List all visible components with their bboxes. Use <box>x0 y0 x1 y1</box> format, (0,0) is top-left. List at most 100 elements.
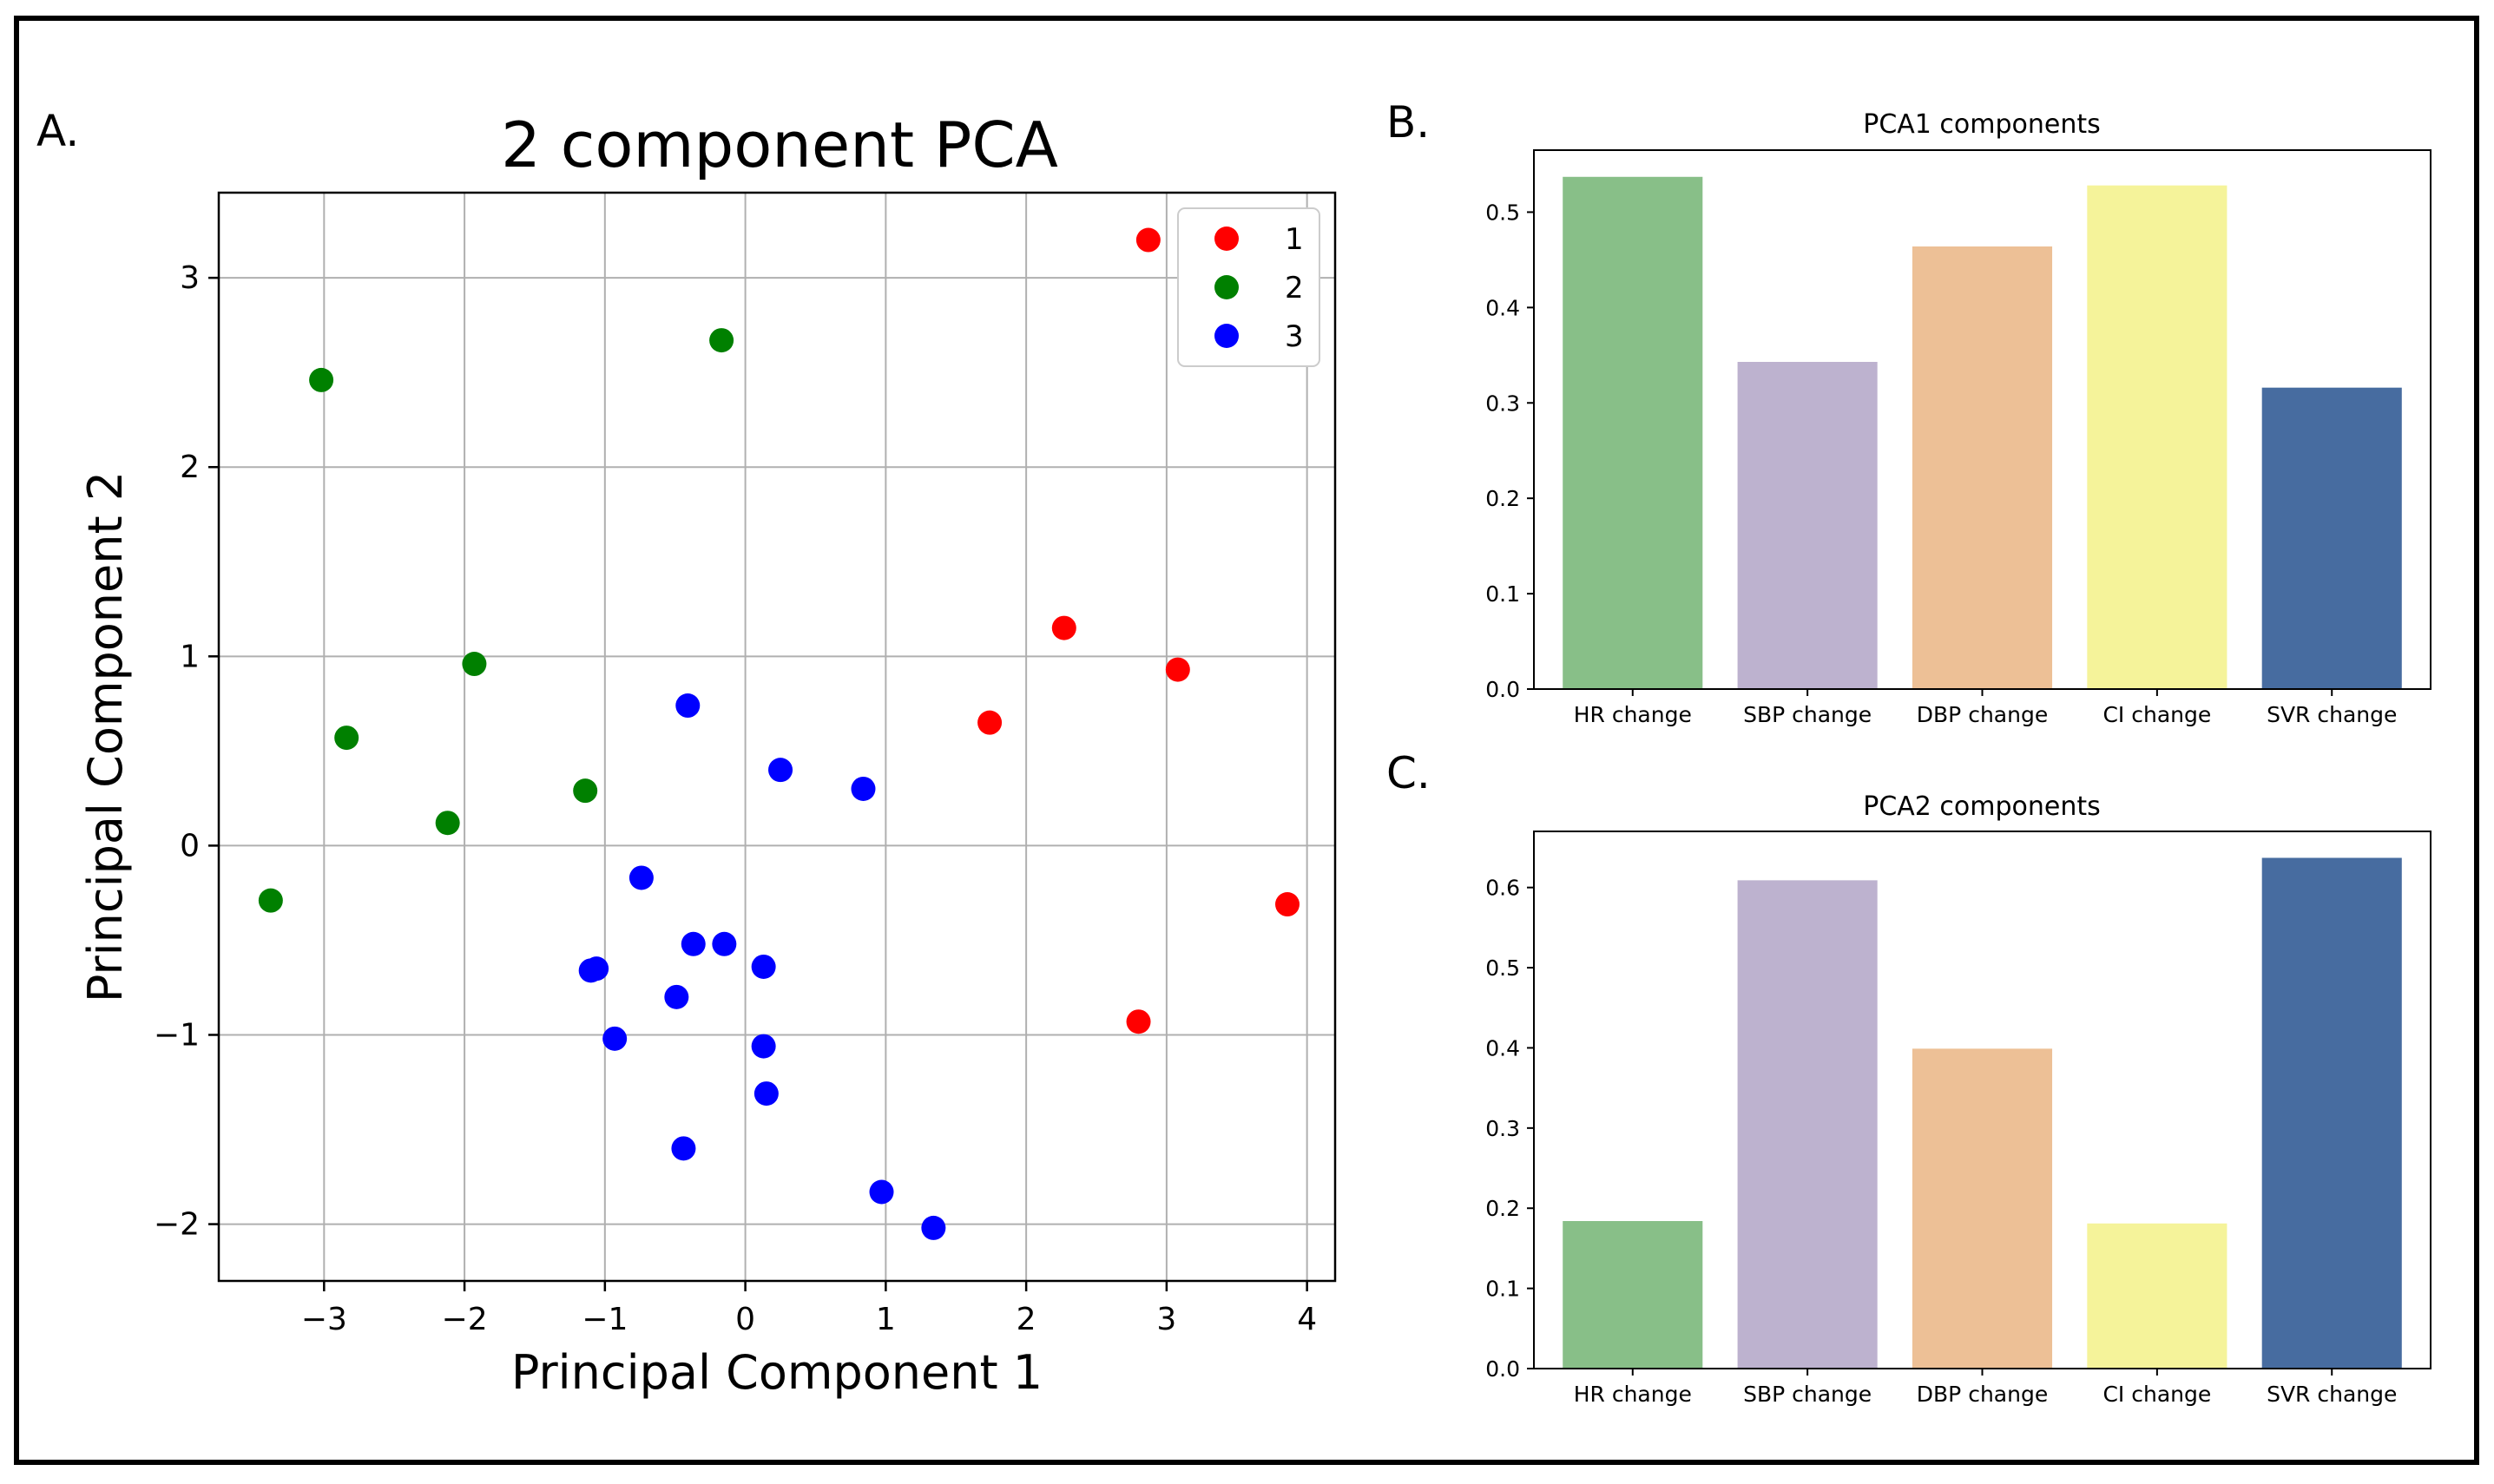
scatter-x-axis-label: Principal Component 1 <box>511 1345 1043 1400</box>
y-tick-label: 0.5 <box>1485 200 1520 225</box>
x-tick-label: 1 <box>876 1302 896 1337</box>
scatter-point-series-3 <box>628 865 654 890</box>
x-tick-label: 4 <box>1297 1302 1317 1337</box>
scatter-point-series-2 <box>435 811 460 836</box>
scatter-point-series-1 <box>1135 227 1161 253</box>
bar-hr-change <box>1563 176 1703 690</box>
bar-ci-change <box>2087 185 2227 690</box>
scatter-point-series-3 <box>768 758 793 783</box>
scatter-point-series-2 <box>309 367 334 392</box>
y-tick-label: −1 <box>154 1017 200 1053</box>
scatter-point-series-2 <box>709 328 734 353</box>
scatter-grid <box>219 193 1335 1281</box>
scatter-points <box>258 227 1300 1240</box>
y-tick-label: 0.0 <box>1485 1356 1520 1382</box>
scatter-ticks: −3 −2 −1 0 1 2 3 4 −2 −1 0 1 2 3 <box>154 260 1317 1337</box>
y-tick-label: 0.6 <box>1485 876 1520 901</box>
pca2-bars <box>1563 857 2402 1369</box>
bar-panel-pca1: B. PCA1 components HR change SBP change DB… <box>1386 97 2431 727</box>
pca2-title: PCA2 components <box>1863 791 2101 822</box>
x-tick-label: SBP change <box>1743 702 1872 727</box>
figure-frame <box>14 16 2479 1465</box>
scatter-point-series-3 <box>681 931 706 956</box>
x-tick-label: SBP change <box>1743 1382 1872 1407</box>
y-tick-label: 0.2 <box>1485 1196 1520 1221</box>
x-tick-label: CI change <box>2102 702 2211 727</box>
scatter-point-series-2 <box>334 726 359 751</box>
x-tick-label: DBP change <box>1917 702 2048 727</box>
bar-hr-change <box>1563 1221 1703 1369</box>
scatter-point-series-3 <box>751 1034 776 1059</box>
x-tick-label: HR change <box>1574 702 1692 727</box>
scatter-point-series-1 <box>1051 615 1076 640</box>
x-tick-label: 2 <box>1017 1302 1036 1337</box>
scatter-point-series-1 <box>1126 1009 1151 1034</box>
y-tick-label: 0.0 <box>1485 677 1520 702</box>
bar-dbp-change <box>1912 246 2053 689</box>
scatter-legend: 1 2 3 <box>1177 207 1320 367</box>
x-tick-label: DBP change <box>1917 1382 2048 1407</box>
scatter-point-series-1 <box>1165 657 1190 682</box>
x-tick-label: −3 <box>301 1302 347 1337</box>
y-tick-label: 0 <box>180 828 200 863</box>
bar-svr-change <box>2261 387 2402 689</box>
legend-box <box>1177 207 1320 367</box>
panel-letter-c: C. <box>1386 748 1431 798</box>
scatter-point-series-3 <box>753 1081 779 1106</box>
scatter-axes-frame <box>217 191 1337 1283</box>
scatter-point-series-3 <box>851 776 876 801</box>
y-tick-label: 0.2 <box>1485 486 1520 511</box>
x-tick-label: −2 <box>442 1302 488 1337</box>
bar-sbp-change <box>1737 362 1878 689</box>
y-tick-label: 0.4 <box>1485 295 1520 320</box>
bar-panel-pca2: C. PCA2 components HR change SBP change DB… <box>1386 748 2431 1407</box>
scatter-point-series-3 <box>869 1179 894 1205</box>
legend-marker-1 <box>1214 227 1239 251</box>
scatter-point-series-3 <box>675 693 701 719</box>
scatter-point-series-1 <box>1275 892 1300 917</box>
legend-label-1: 1 <box>1285 222 1304 257</box>
y-tick-label: 0.5 <box>1485 955 1520 981</box>
scatter-y-axis-label: Principal Component 2 <box>78 471 133 1002</box>
scatter-point-series-2 <box>462 652 487 677</box>
y-tick-label: 0.4 <box>1485 1035 1520 1060</box>
scatter-point-series-3 <box>921 1215 946 1240</box>
bar-sbp-change <box>1737 880 1878 1369</box>
scatter-point-series-3 <box>602 1026 628 1051</box>
y-tick-label: −2 <box>154 1207 200 1243</box>
legend-marker-2 <box>1214 275 1239 299</box>
x-tick-label: −1 <box>582 1302 628 1337</box>
scatter-point-series-3 <box>664 984 689 1009</box>
y-tick-label: 0.1 <box>1485 581 1520 607</box>
scatter-title: 2 component PCA <box>501 108 1058 181</box>
x-tick-label: HR change <box>1574 1382 1692 1407</box>
legend-label-2: 2 <box>1285 271 1304 305</box>
panel-letter-b: B. <box>1386 97 1430 148</box>
x-tick-label: SVR change <box>2267 702 2397 727</box>
y-tick-label: 0.3 <box>1485 1116 1520 1141</box>
y-tick-label: 1 <box>180 639 200 674</box>
x-tick-label: SVR change <box>2267 1382 2397 1407</box>
pca1-title: PCA1 components <box>1863 109 2101 140</box>
scatter-point-series-3 <box>712 931 737 956</box>
y-tick-label: 3 <box>180 260 200 296</box>
legend-label-3: 3 <box>1285 319 1304 354</box>
bar-ci-change <box>2087 1223 2227 1369</box>
y-tick-label: 0.1 <box>1485 1277 1520 1302</box>
panel-letter-a: A. <box>36 106 79 156</box>
x-tick-label: CI change <box>2102 1382 2211 1407</box>
bar-svr-change <box>2261 857 2402 1369</box>
scatter-point-series-3 <box>671 1136 696 1161</box>
y-tick-label: 0.3 <box>1485 391 1520 416</box>
scatter-point-series-2 <box>258 888 283 913</box>
bar-dbp-change <box>1912 1048 2053 1369</box>
scatter-point-series-3 <box>578 958 603 983</box>
legend-marker-3 <box>1214 324 1239 348</box>
scatter-point-series-1 <box>977 710 1003 735</box>
pca2-ticks: HR change SBP change DBP change CI change SV… <box>1485 876 2397 1407</box>
scatter-panel: A. 2 component PCA −3 −2 −1 0 1 2 3 4 −2 −1 0 1 2 3 P… <box>36 106 1337 1400</box>
x-tick-label: 0 <box>735 1302 755 1337</box>
scatter-point-series-3 <box>751 954 776 979</box>
pca1-bars <box>1563 176 2402 690</box>
